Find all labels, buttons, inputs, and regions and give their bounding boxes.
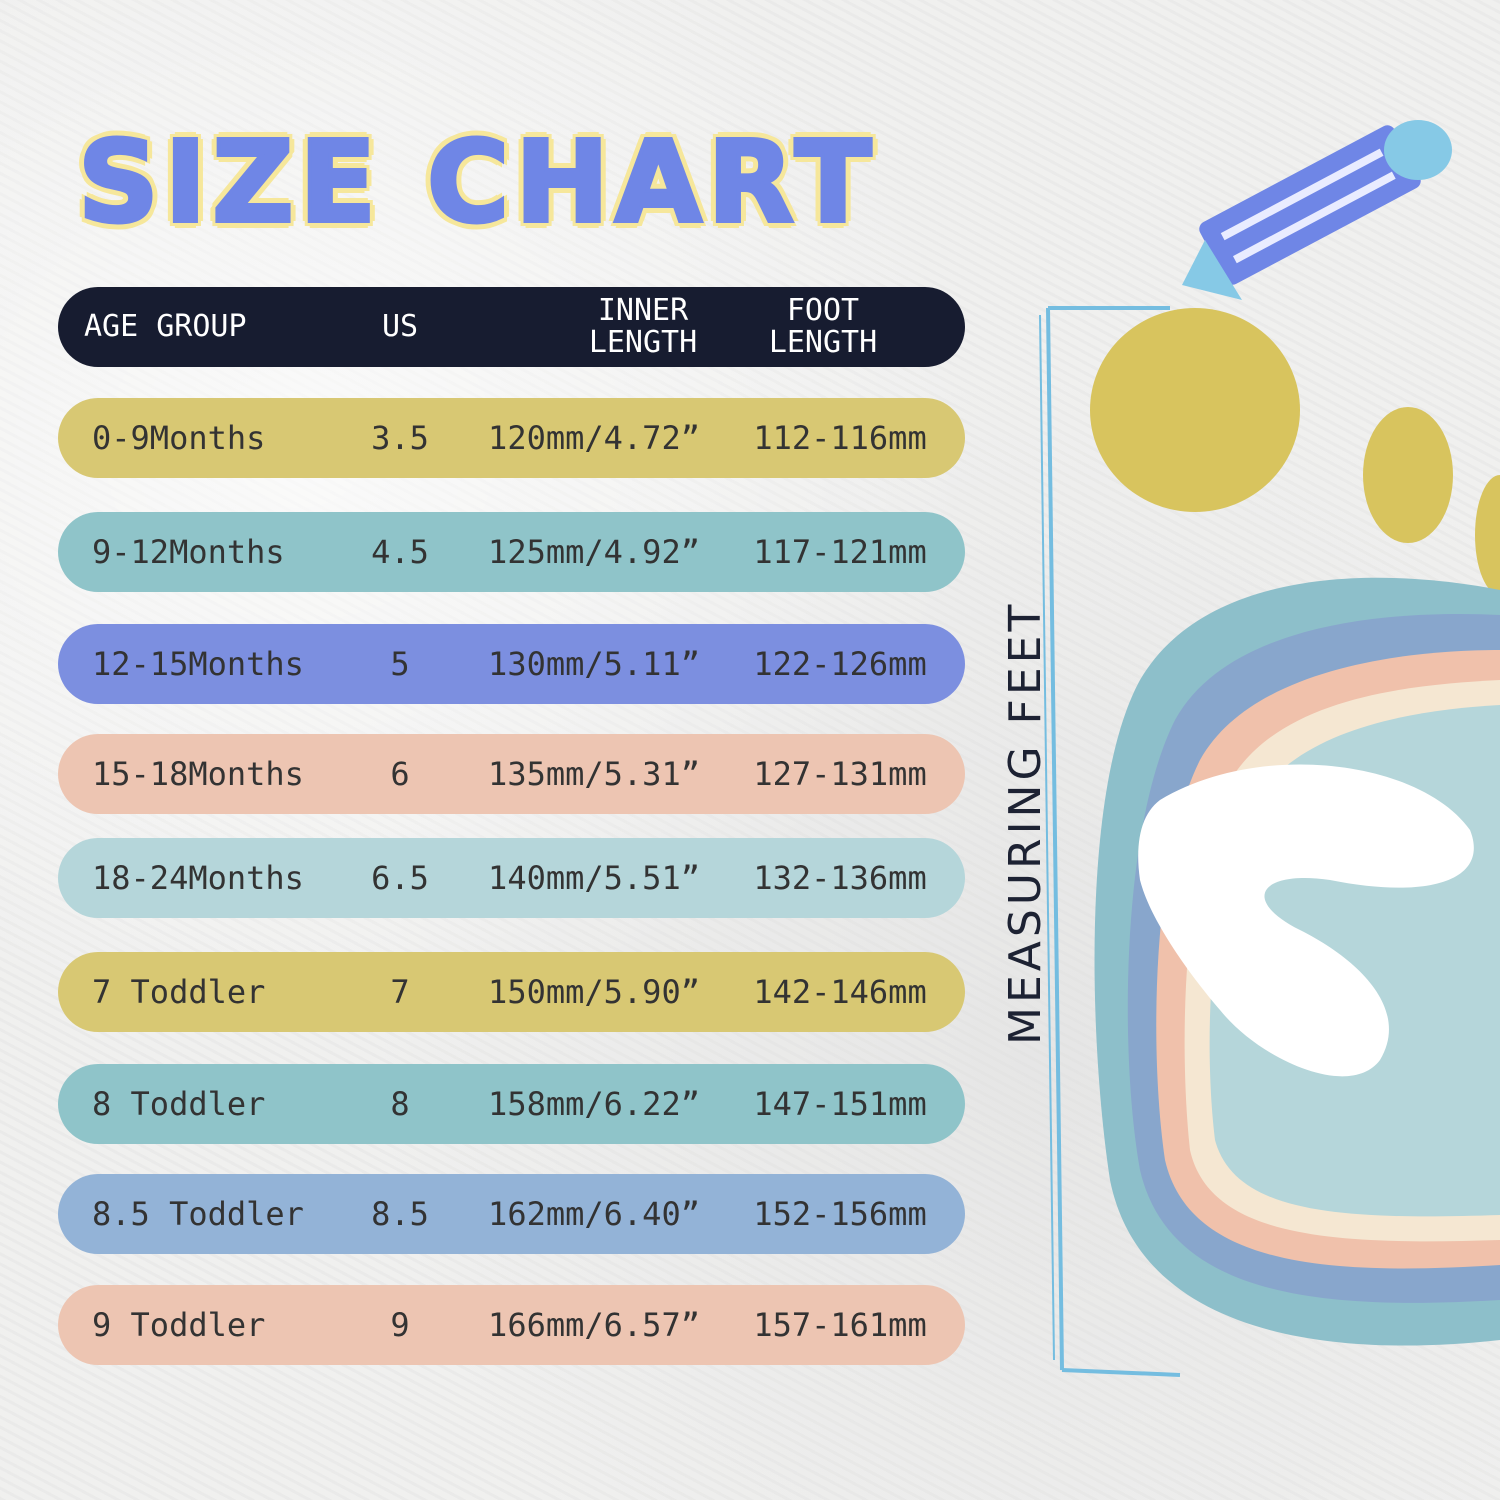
header-foot-length: FOOT LENGTH — [768, 293, 878, 360]
table-row: 9 Toddler 9 166mm/6.57” 157-161mm — [58, 1285, 965, 1365]
table-header: AGE GROUP US INNER LENGTH FOOT LENGTH — [58, 287, 965, 367]
header-age-group: AGE GROUP — [84, 309, 247, 344]
age-cell: 9-12Months — [92, 533, 285, 571]
table-row: 8 Toddler 8 158mm/6.22” 147-151mm — [58, 1064, 965, 1144]
age-cell: 9 Toddler — [92, 1306, 266, 1344]
toe-second — [1363, 407, 1453, 543]
age-cell: 8.5 Toddler — [92, 1195, 304, 1233]
page-title: SIZE CHART — [76, 116, 878, 250]
age-cell: 0-9Months — [92, 419, 266, 457]
table-row: 0-9Months 3.5 120mm/4.72” 112-116mm — [58, 398, 965, 478]
sole-highlight — [1138, 764, 1474, 1077]
age-cell: 7 Toddler — [92, 973, 266, 1011]
pencil-icon — [1182, 120, 1452, 300]
header-inner-length: INNER LENGTH — [588, 293, 698, 360]
age-cell: 8 Toddler — [92, 1085, 266, 1123]
ruler-bracket — [1039, 306, 1181, 1377]
table-row: 18-24Months 6.5 140mm/5.51” 132-136mm — [58, 838, 965, 918]
table-row: 9-12Months 4.5 125mm/4.92” 117-121mm — [58, 512, 965, 592]
table-row: 15-18Months 6 135mm/5.31” 127-131mm — [58, 734, 965, 814]
age-cell: 18-24Months — [92, 859, 304, 897]
toe-big — [1090, 308, 1300, 512]
toe-third — [1475, 475, 1500, 595]
table-row: 8.5 Toddler 8.5 162mm/6.40” 152-156mm — [58, 1174, 965, 1254]
age-cell: 12-15Months — [92, 645, 304, 683]
measuring-feet-label: MEASURING FEET — [1000, 600, 1051, 1045]
table-row: 7 Toddler 7 150mm/5.90” 142-146mm — [58, 952, 965, 1032]
table-row: 12-15Months 5 130mm/5.11” 122-126mm — [58, 624, 965, 704]
age-cell: 15-18Months — [92, 755, 304, 793]
